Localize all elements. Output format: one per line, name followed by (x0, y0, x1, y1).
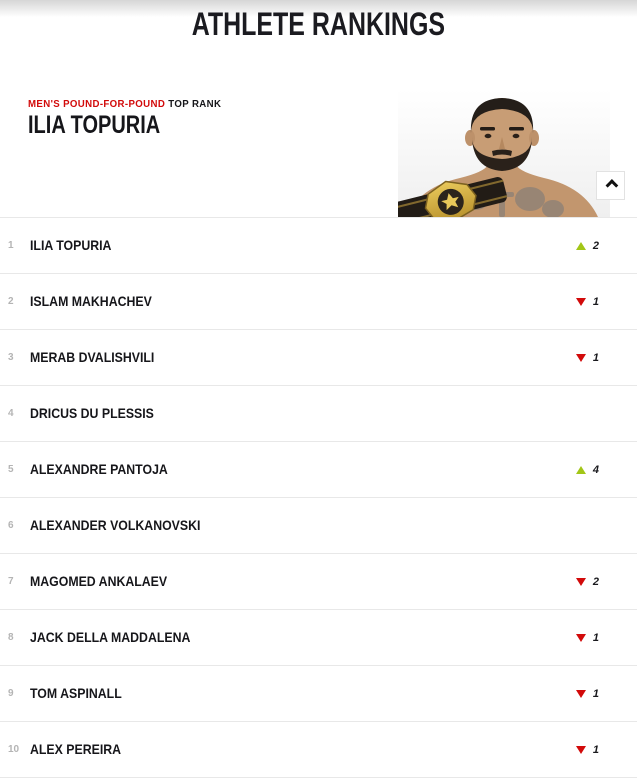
rank-change: 1 (575, 351, 599, 364)
chevron-up-icon (605, 179, 619, 192)
trend-value: 2 (592, 239, 599, 252)
ranking-row[interactable]: 7 MAGOMED ANKALAEV 2 (0, 553, 637, 609)
athlete-name: ILIA TOPURIA (30, 236, 112, 253)
athlete-name-link[interactable]: DRICUS DU PLESSIS (30, 405, 637, 423)
face-features (480, 127, 524, 149)
athlete-name-link[interactable]: JACK DELLA MADDALENA (30, 629, 576, 647)
trend-value: 4 (592, 463, 599, 476)
ranking-row[interactable]: 9 TOM ASPINALL 1 (0, 665, 637, 721)
athlete-name: MAGOMED ANKALAEV (30, 572, 168, 589)
athlete-name-link[interactable]: ILIA TOPURIA (30, 237, 576, 255)
athlete-name: MERAB DVALISHVILI (30, 348, 155, 365)
athlete-name-link[interactable]: ALEX PEREIRA (30, 741, 576, 759)
rank-number: 2 (8, 296, 14, 307)
scroll-to-top-button[interactable] (596, 171, 625, 200)
trend-value: 2 (592, 575, 599, 588)
rank-number: 6 (8, 520, 14, 531)
trend-arrow-icon (575, 633, 586, 642)
athlete-name-link[interactable]: TOM ASPINALL (30, 685, 576, 703)
ranking-row[interactable]: 1 ILIA TOPURIA 2 (0, 217, 637, 273)
page-title-wrap: ATHLETE RANKINGS (0, 6, 637, 43)
rankings-list: 1 ILIA TOPURIA 2 2 ISLAM MAKHACHEV 1 3 M… (0, 217, 637, 778)
trend-arrow-icon (575, 353, 586, 362)
athlete-head (471, 98, 533, 170)
rank-number: 3 (8, 352, 14, 363)
trend-arrow-icon (575, 241, 586, 250)
division-label-line: MEN'S POUND-FOR-POUND TOP RANK (28, 98, 238, 110)
rank-change: 4 (575, 463, 599, 476)
page-title: ATHLETE RANKINGS (191, 6, 446, 42)
ranking-row[interactable]: 4 DRICUS DU PLESSIS (0, 385, 637, 441)
top-gradient-strip (0, 0, 637, 18)
top-rank-hero: MEN'S POUND-FOR-POUND TOP RANK ILIA TOPU… (0, 60, 637, 217)
rank-number: 8 (8, 632, 14, 643)
right-ear (529, 130, 539, 146)
trend-value: 1 (592, 687, 599, 700)
athlete-photo (398, 89, 610, 217)
trend-arrow-icon (575, 297, 586, 306)
athlete-name: ALEXANDER VOLKANOVSKI (30, 516, 201, 533)
athlete-name: DRICUS DU PLESSIS (30, 404, 154, 421)
trend-value: 1 (592, 743, 599, 756)
ranking-row[interactable]: 3 MERAB DVALISHVILI 1 (0, 329, 637, 385)
top-rank-athlete-name: ILIA TOPURIA (28, 111, 161, 139)
rank-number: 1 (8, 240, 14, 251)
athlete-name-link[interactable]: ISLAM MAKHACHEV (30, 293, 576, 311)
beard (472, 137, 532, 171)
rank-change: 1 (575, 687, 599, 700)
top-rank-label: TOP RANK (168, 98, 222, 110)
rank-change: 1 (575, 743, 599, 756)
athlete-name: ALEXANDRE PANTOJA (30, 460, 168, 477)
athlete-name: TOM ASPINALL (30, 684, 122, 701)
rank-number: 5 (8, 464, 14, 475)
division-label: MEN'S POUND-FOR-POUND (28, 98, 166, 110)
ranking-row[interactable]: 8 JACK DELLA MADDALENA 1 (0, 609, 637, 665)
trend-value: 1 (592, 295, 599, 308)
rank-number: 7 (8, 576, 14, 587)
athlete-name: ISLAM MAKHACHEV (30, 292, 152, 309)
mustache (492, 149, 512, 156)
rank-change: 2 (575, 239, 599, 252)
athlete-name: JACK DELLA MADDALENA (30, 628, 191, 645)
left-ear (465, 130, 475, 146)
rank-change: 1 (575, 295, 599, 308)
athlete-name-link[interactable]: MERAB DVALISHVILI (30, 349, 576, 367)
ranking-row[interactable]: 6 ALEXANDER VOLKANOVSKI (0, 497, 637, 553)
ranking-row[interactable]: 10 ALEX PEREIRA 1 (0, 721, 637, 777)
athlete-name-link[interactable]: ALEXANDER VOLKANOVSKI (30, 517, 637, 535)
athlete-name-link[interactable]: ALEXANDRE PANTOJA (30, 461, 576, 479)
trend-value: 1 (592, 351, 599, 364)
trend-arrow-icon (575, 465, 586, 474)
trend-arrow-icon (575, 689, 586, 698)
rank-number: 9 (8, 688, 14, 699)
ranking-row[interactable]: 2 ISLAM MAKHACHEV 1 (0, 273, 637, 329)
rank-number: 10 (8, 744, 20, 755)
championship-belt (398, 177, 508, 217)
athlete-name-link[interactable]: MAGOMED ANKALAEV (30, 573, 576, 591)
trend-arrow-icon (575, 745, 586, 754)
athlete-name: ALEX PEREIRA (30, 740, 122, 757)
top-rank-athlete[interactable]: ILIA TOPURIA (28, 111, 193, 140)
ranking-row[interactable]: 5 ALEXANDRE PANTOJA 4 (0, 441, 637, 497)
hair (470, 98, 534, 133)
trend-value: 1 (592, 631, 599, 644)
trend-arrow-icon (575, 577, 586, 586)
rank-change: 1 (575, 631, 599, 644)
rank-number: 4 (8, 408, 14, 419)
rank-change: 2 (575, 575, 599, 588)
